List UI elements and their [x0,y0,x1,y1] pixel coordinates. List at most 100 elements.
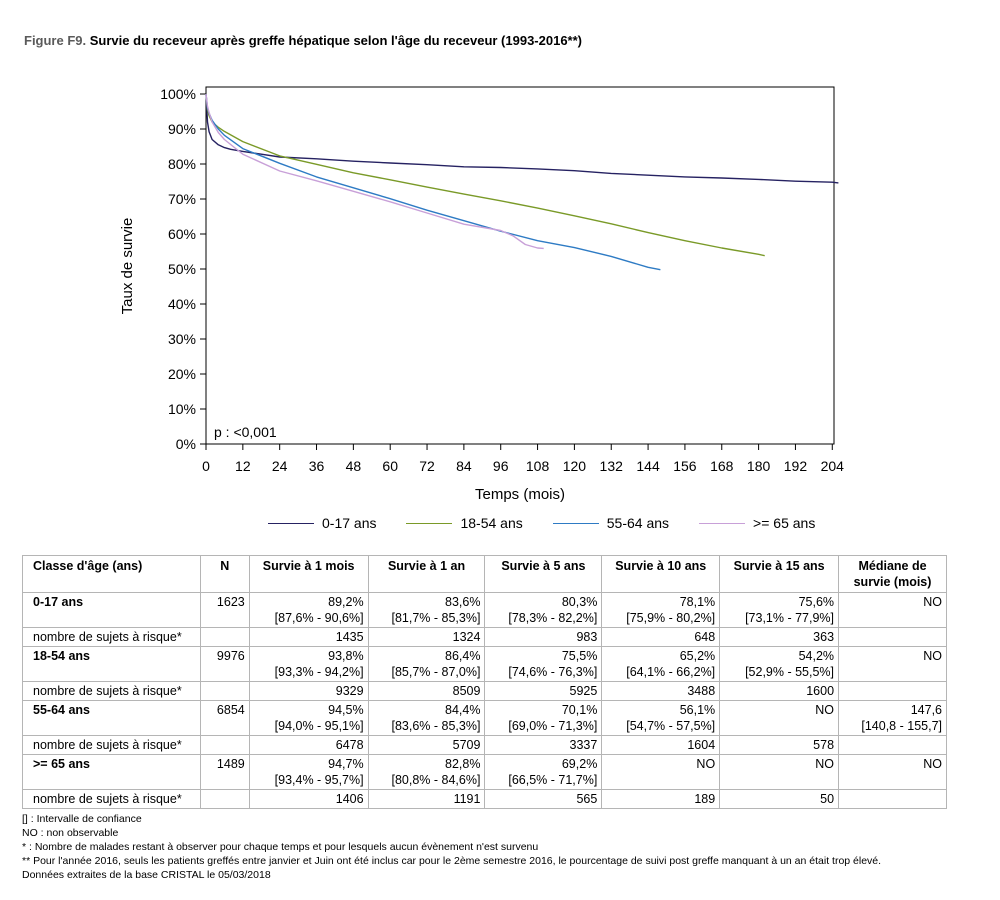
x-tick-label: 168 [710,458,734,474]
y-tick-label: 30% [168,331,196,347]
cell-estimate: 75,6% [798,595,835,609]
risk-count: 363 [719,627,840,647]
y-tick-label: 100% [160,86,196,102]
cell-estimate: 80,3% [561,595,598,609]
risk-empty-cell [199,789,250,809]
survival-cell: 78,1% [75,9% - 80,2%] [601,592,721,628]
figure-title: Figure F9. Survie du receveur après gref… [24,33,582,48]
cell-estimate: 78,1% [679,595,716,609]
risk-count: 565 [484,789,603,809]
table-row-risk: nombre de sujets à risque* 6478 5709 3337 16… [22,735,947,755]
survival-cell: 56,1% [54,7% - 57,5%] [601,700,721,736]
series-line-2 [205,93,661,271]
legend-swatch-65-plus [699,522,746,524]
risk-count: 578 [719,735,840,755]
survival-cell: 94,7% [93,4% - 95,7%] [248,754,369,790]
legend-swatch-55-64 [552,522,599,524]
footnote-no: NO : non observable [22,827,119,839]
footnote-risk: * : Nombre de malades restant à observer… [22,841,539,853]
figure-label: Figure F9. [24,33,87,48]
x-axis: 0 12 24 36 48 60 72 84 96 108 120 132 144 156 168 180 19… [202,444,844,474]
x-tick-label: 204 [821,458,845,474]
legend-item-18-54: 18-54 ans [406,515,523,531]
risk-count: 1600 [719,681,840,701]
x-tick-label: 60 [382,458,398,474]
y-tick-label: 10% [168,401,196,417]
x-tick-label: 180 [747,458,771,474]
x-tick-label: 132 [600,458,624,474]
cell-estimate: NO [923,649,942,663]
header-15-years: Survie à 15 ans [719,555,840,593]
row-age-class: 55-64 ans [22,700,201,736]
cell-estimate: 82,8% [445,757,481,771]
cell-estimate: 70,1% [561,703,598,717]
x-tick-label: 156 [673,458,697,474]
cell-confidence-interval: [52,9% - 55,5%] [745,665,835,679]
legend-item-0-17: 0-17 ans [268,515,376,531]
plot-frame [205,86,835,445]
cell-confidence-interval: [93,3% - 94,2%] [274,665,364,679]
y-tick-label: 20% [168,366,196,382]
cell-confidence-interval: [73,1% - 77,9%] [745,611,835,625]
header-5-years: Survie à 5 ans [484,555,603,593]
risk-count: 983 [484,627,603,647]
risk-empty-cell [838,735,947,755]
risk-empty-cell [199,681,250,701]
survival-cell: 70,1% [69,0% - 71,3%] [484,700,603,736]
cell-confidence-interval: [140,8 - 155,7] [861,719,942,733]
legend-swatch-18-54 [406,522,453,524]
table-header-row: Classe d'âge (ans) N Survie à 1 mois Sur… [22,555,947,593]
table-row-risk: nombre de sujets à risque* 1435 1324 983 648… [22,627,947,647]
table-row-group: >= 65 ans 1489 94,7% [93,4% - 95,7%] 82,8% [8… [22,754,947,790]
cell-confidence-interval: [80,8% - 84,6%] [391,773,481,787]
cell-confidence-interval: [74,6% - 76,3%] [508,665,598,679]
survival-cell: NO [719,700,840,736]
row-n: 9976 [199,646,250,682]
header-10-years: Survie à 10 ans [601,555,721,593]
table-row-group: 55-64 ans 6854 94,5% [94,0% - 95,1%] 84,4% [8… [22,700,947,736]
chart-legend: 0-17 ans 18-54 ans 55-64 ans >= 65 ans [268,514,845,532]
x-tick-label: 108 [526,458,550,474]
series-line-1 [205,93,765,257]
cell-estimate: NO [815,703,835,717]
cell-confidence-interval: [66,5% - 71,7%] [508,773,598,787]
risk-count: 1324 [367,627,486,647]
cell-estimate: NO [696,757,716,771]
table-row-group: 0-17 ans 1623 89,2% [87,6% - 90,6%] 83,6% [81… [22,592,947,628]
cell-confidence-interval: [69,0% - 71,3%] [508,719,598,733]
x-tick-label: 0 [202,458,210,474]
series-line-3 [205,93,544,250]
cell-estimate: 75,5% [561,649,598,663]
cell-confidence-interval: [54,7% - 57,5%] [626,719,716,733]
legend-label-55-64: 55-64 ans [606,515,670,531]
y-tick-label: 70% [168,191,196,207]
cell-estimate: 86,4% [445,649,481,663]
survival-cell: NO [601,754,721,790]
cell-estimate: 94,5% [328,703,364,717]
survival-cell: 82,8% [80,8% - 84,6%] [367,754,486,790]
risk-count: 5709 [367,735,486,755]
survival-cell: 54,2% [52,9% - 55,5%] [719,646,840,682]
risk-label: nombre de sujets à risque* [22,735,201,755]
survival-cell: 83,6% [81,7% - 85,3%] [367,592,486,628]
header-median: Médiane de survie (mois) [838,555,947,593]
cell-confidence-interval: [83,6% - 85,3%] [391,719,481,733]
risk-count: 1191 [367,789,486,809]
risk-count: 1406 [248,789,369,809]
x-axis-title: Temps (mois) [475,486,565,503]
risk-label: nombre de sujets à risque* [22,627,201,647]
header-1-year: Survie à 1 an [367,555,486,593]
y-tick-label: 40% [168,296,196,312]
legend-item-55-64: 55-64 ans [552,515,670,531]
risk-count: 1604 [601,735,721,755]
risk-label: nombre de sujets à risque* [22,789,201,809]
risk-count: 9329 [248,681,369,701]
cell-estimate: 54,2% [798,649,835,663]
survival-cell: 94,5% [94,0% - 95,1%] [248,700,369,736]
y-tick-label: 60% [168,226,196,242]
y-tick-label: 90% [168,121,196,137]
survival-table: Classe d'âge (ans) N Survie à 1 mois Sur… [22,555,947,809]
cell-confidence-interval: [85,7% - 87,0%] [391,665,481,679]
median-cell: 147,6 [140,8 - 155,7] [838,700,947,736]
legend-item-65-plus: >= 65 ans [699,515,815,531]
